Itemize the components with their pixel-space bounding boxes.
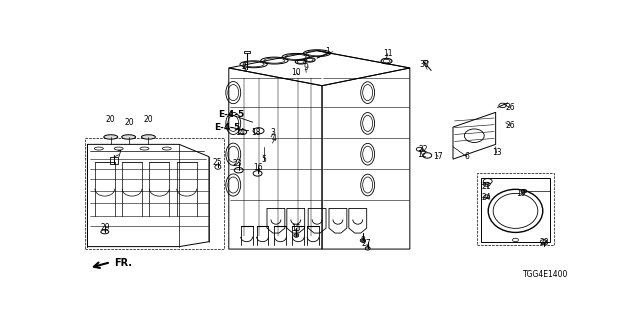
Text: 26: 26 [506, 121, 515, 130]
Text: 22: 22 [419, 145, 428, 154]
Text: 16: 16 [253, 163, 262, 172]
Text: 25: 25 [212, 157, 221, 167]
Text: 13: 13 [492, 148, 502, 157]
Text: 14: 14 [235, 128, 244, 137]
Text: TGG4E1400: TGG4E1400 [523, 270, 568, 279]
Text: E-4-5: E-4-5 [218, 110, 244, 119]
Text: 11: 11 [383, 49, 392, 58]
Text: 8: 8 [360, 236, 365, 245]
Text: 6: 6 [465, 152, 469, 161]
Ellipse shape [294, 234, 299, 237]
Text: 18: 18 [252, 128, 261, 137]
Text: 20: 20 [106, 115, 116, 124]
Ellipse shape [365, 247, 370, 250]
Text: 21: 21 [482, 182, 492, 191]
Text: 19: 19 [516, 189, 526, 198]
Text: 4: 4 [272, 134, 277, 143]
Text: 17: 17 [433, 152, 443, 161]
Bar [477, 173, 554, 245]
Text: 24: 24 [482, 193, 492, 202]
Text: 10: 10 [291, 68, 301, 77]
Text: 7: 7 [116, 150, 121, 159]
Ellipse shape [104, 135, 118, 139]
Bar [110, 157, 118, 164]
Text: 5: 5 [261, 155, 266, 164]
Text: 12: 12 [417, 150, 427, 159]
Text: 2: 2 [241, 62, 246, 71]
Text: 26: 26 [506, 103, 515, 112]
Text: 28: 28 [539, 238, 548, 247]
Ellipse shape [122, 135, 136, 139]
Text: 15: 15 [291, 224, 301, 233]
Bar [85, 138, 224, 249]
Text: 27: 27 [362, 239, 371, 248]
Text: 1: 1 [326, 47, 330, 56]
Text: E-4-5: E-4-5 [214, 123, 240, 132]
Text: 29: 29 [101, 223, 111, 232]
Bar [244, 51, 250, 53]
Text: 9: 9 [303, 63, 308, 72]
Text: 23: 23 [233, 159, 243, 168]
Text: 20: 20 [125, 118, 134, 127]
Ellipse shape [360, 239, 365, 242]
Text: FR.: FR. [114, 258, 132, 268]
Text: 20: 20 [143, 115, 153, 124]
Text: 30: 30 [420, 60, 429, 69]
Ellipse shape [141, 135, 156, 139]
Text: 3: 3 [270, 128, 275, 137]
